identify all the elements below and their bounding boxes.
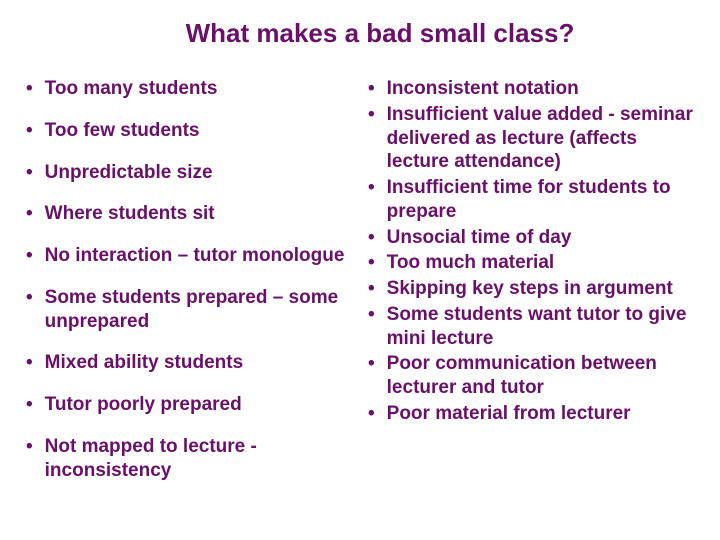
list-item: • No interaction – tutor monologue [26,244,356,268]
list-item: • Poor material from lecturer [368,402,698,426]
bullet-icon: • [26,119,33,143]
list-item-text: Skipping key steps in argument [387,277,673,301]
list-item-text: Too much material [387,251,555,275]
list-item: • Some students prepared – some unprepare… [26,286,356,334]
list-item-text: Some students prepared – some unprepared [45,286,356,334]
bullet-icon: • [368,176,375,200]
list-item-text: Poor communication between lecturer and … [387,352,698,400]
bullet-icon: • [368,251,375,275]
list-item: • Tutor poorly prepared [26,393,356,417]
list-item: • Poor communication between lecturer and… [368,352,698,400]
left-column: • Too many students • Too few students • Unpr… [20,77,364,500]
list-item-text: Tutor poorly prepared [45,393,242,417]
list-item-text: Some students want tutor to give mini le… [387,303,698,351]
list-item: • Unsocial time of day [368,226,698,250]
list-item: • Unpredictable size [26,161,356,185]
list-item: • Too few students [26,119,356,143]
list-item-text: Mixed ability students [45,351,243,375]
list-item: • Some students want tutor to give mini l… [368,303,698,351]
list-item-text: Too many students [45,77,218,101]
bullet-icon: • [368,226,375,250]
bullet-icon: • [368,77,375,101]
bullet-icon: • [368,352,375,376]
list-item: • Insufficient value added - seminar deli… [368,103,698,174]
list-item: • Insufficient time for students to prepa… [368,176,698,224]
list-item-text: Insufficient time for students to prepar… [387,176,698,224]
bullet-icon: • [26,286,33,310]
bullet-icon: • [26,351,33,375]
list-item-text: Inconsistent notation [387,77,579,101]
list-item: • Inconsistent notation [368,77,698,101]
bullet-icon: • [26,202,33,226]
list-item-text: Unsocial time of day [387,226,572,250]
bullet-icon: • [26,244,33,268]
list-item-text: Not mapped to lecture - inconsistency [45,435,356,483]
bullet-icon: • [26,435,33,459]
bullet-icon: • [368,277,375,301]
list-item: • Skipping key steps in argument [368,277,698,301]
list-item-text: Poor material from lecturer [387,402,631,426]
slide-title: What makes a bad small class? [20,18,700,49]
bullet-icon: • [26,77,33,101]
bullet-icon: • [368,402,375,426]
list-item-text: No interaction – tutor monologue [45,244,345,268]
slide: What makes a bad small class? • Too many … [0,0,720,540]
bullet-icon: • [368,103,375,127]
list-item: • Too many students [26,77,356,101]
bullet-icon: • [26,393,33,417]
list-item-text: Insufficient value added - seminar deliv… [387,103,698,174]
list-item: • Mixed ability students [26,351,356,375]
list-item: • Not mapped to lecture - inconsistency [26,435,356,483]
bullet-icon: • [26,161,33,185]
list-item: • Too much material [368,251,698,275]
right-column: • Inconsistent notation • Insufficient valu… [364,77,700,500]
columns: • Too many students • Too few students • Unpr… [20,77,700,500]
list-item-text: Unpredictable size [45,161,213,185]
list-item-text: Where students sit [45,202,215,226]
list-item-text: Too few students [45,119,200,143]
bullet-icon: • [368,303,375,327]
list-item: • Where students sit [26,202,356,226]
